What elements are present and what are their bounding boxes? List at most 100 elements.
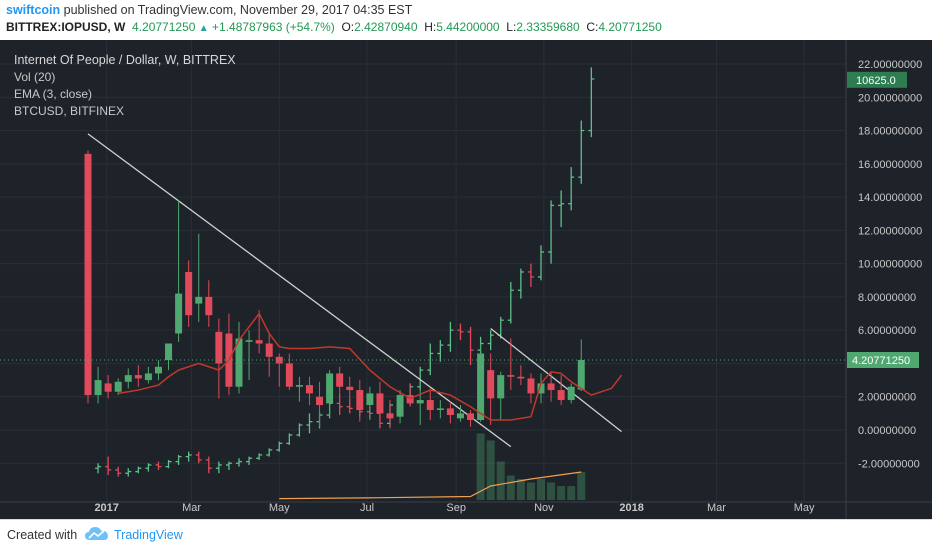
candle-body	[336, 373, 344, 387]
candle-body	[205, 296, 213, 316]
candle-body	[456, 413, 464, 419]
candle-body	[326, 373, 334, 404]
candle-body	[265, 343, 273, 357]
volume-bar	[496, 461, 505, 500]
y-tick-label: 16.00000000	[858, 159, 922, 171]
publish-text: published on TradingView.com, November 2…	[63, 3, 413, 17]
chart-grid	[0, 40, 846, 502]
candle-body	[285, 363, 293, 387]
triangle-up-icon: ▲	[198, 23, 209, 34]
symbol-line: BITTREX:IOPUSD, W 4.20771250 ▲ +1.487879…	[6, 20, 662, 34]
last-value: 4.20771250	[132, 20, 196, 34]
x-tick-label: Jul	[360, 502, 374, 514]
volume-bar	[547, 482, 556, 500]
candle-body	[356, 390, 364, 411]
candle-body	[94, 380, 102, 396]
candle-body	[295, 385, 303, 387]
tradingview-cloud-icon[interactable]	[84, 525, 110, 543]
candle-body	[316, 396, 324, 406]
candle-body	[114, 381, 122, 392]
ema-line	[0, 312, 846, 421]
publish-line: swiftcoin published on TradingView.com, …	[6, 3, 412, 17]
y-tick-label: 6.00000000	[858, 325, 916, 337]
candle-body	[255, 340, 263, 344]
low-label: L:	[506, 20, 517, 34]
author-link[interactable]: swiftcoin	[6, 3, 61, 17]
x-tick-label: 2017	[94, 502, 118, 514]
volume-bar	[516, 479, 525, 500]
candle-body	[386, 413, 394, 419]
candle-body	[497, 375, 505, 399]
candle-body	[245, 340, 253, 342]
candle-body	[124, 375, 132, 382]
x-tick-label: May	[269, 502, 290, 514]
x-tick-label: Sep	[446, 502, 466, 514]
y-tick-label: 12.00000000	[858, 225, 922, 237]
y-tick-label: 22.00000000	[858, 59, 922, 71]
legend-ema: EMA (3, close)	[14, 87, 92, 101]
y-tick-label: 14.00000000	[858, 192, 922, 204]
candle-body	[436, 408, 444, 411]
volume-pane	[279, 433, 586, 500]
candle-body	[165, 343, 173, 361]
created-with-text: Created with	[7, 528, 78, 542]
candle-body	[235, 338, 243, 387]
volume-bar	[526, 482, 535, 500]
y-tick-label: 0.00000000	[858, 425, 916, 437]
volume-bar	[486, 440, 495, 500]
candle-body	[527, 378, 535, 394]
candle-series	[84, 150, 585, 429]
x-tick-label: 2018	[619, 502, 643, 514]
legend-title: Internet Of People / Dollar, W, BITTREX	[14, 53, 236, 67]
x-tick-label: Mar	[707, 502, 726, 514]
footer-bar: Created with TradingView	[0, 519, 932, 551]
candle-body	[175, 293, 183, 334]
candle-body	[305, 385, 313, 394]
last-price-tag	[847, 352, 919, 369]
trend-line	[87, 133, 512, 448]
candle-body	[426, 400, 434, 411]
compare-price-tag	[847, 71, 907, 88]
candle-body	[507, 375, 515, 377]
candle-body	[547, 383, 555, 391]
y-tick-label: 20.00000000	[858, 92, 922, 104]
candle-body	[467, 413, 475, 421]
close-label: C:	[586, 20, 599, 34]
legend-compare: BTCUSD, BITFINEX	[14, 104, 124, 118]
tradingview-link[interactable]: TradingView	[114, 528, 183, 542]
candle-body	[84, 153, 92, 396]
x-tick-label: Nov	[534, 502, 554, 514]
x-tick-label: Mar	[182, 502, 201, 514]
x-axis: 2017 Mar May Jul Sep Nov 2018 Mar May	[94, 502, 815, 514]
chart-legend: Internet Of People / Dollar, W, BITTREX …	[14, 53, 236, 118]
candle-body	[104, 383, 112, 392]
candle-body	[487, 370, 495, 399]
candle-body	[537, 383, 545, 394]
candle-body	[517, 376, 525, 379]
candle-body	[406, 395, 414, 404]
open-label: O:	[341, 20, 355, 34]
symbol-label: BITTREX:IOPUSD, W	[6, 20, 126, 34]
price-chart[interactable]: 22.00000000 20.00000000 18.00000000 16.0000…	[0, 40, 932, 519]
change-value: +1.48787963 (+54.7%)	[212, 20, 335, 34]
legend-vol: Vol (20)	[14, 70, 55, 84]
high-label: H:	[424, 20, 437, 34]
candle-body	[477, 353, 485, 421]
y-tick-label: 2.00000000	[858, 392, 916, 404]
volume-ma-line	[279, 471, 582, 500]
open-value: 2.42870940	[354, 20, 418, 34]
volume-bar	[567, 486, 576, 500]
candle-body	[154, 366, 162, 374]
compare-price-label: 10625.0	[856, 75, 896, 87]
candle-body	[376, 393, 384, 414]
y-tick-label: -2.00000000	[858, 458, 920, 470]
volume-bar	[506, 475, 515, 500]
trend-line	[490, 328, 622, 433]
candle-body	[275, 356, 283, 364]
low-value: 2.33359680	[516, 20, 580, 34]
candle-body	[366, 393, 374, 406]
candle-body	[134, 375, 142, 379]
ema-polyline	[118, 312, 623, 421]
y-tick-label: 10.00000000	[858, 259, 922, 271]
candle-body	[416, 400, 424, 404]
